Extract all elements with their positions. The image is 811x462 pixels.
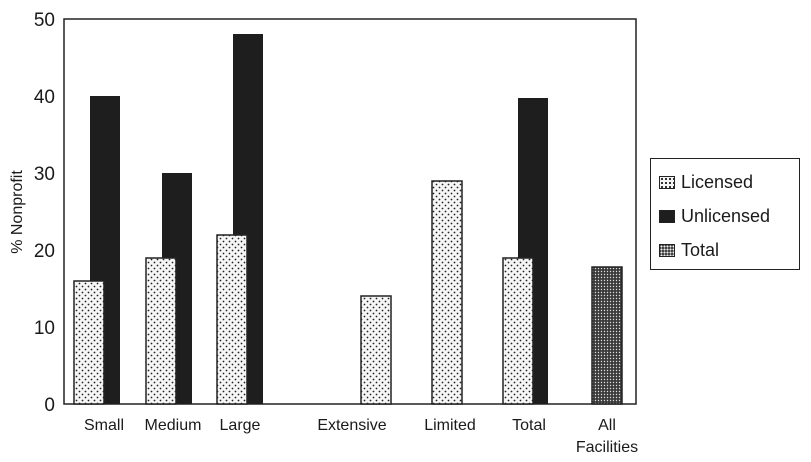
bars	[73, 34, 623, 405]
legend-label-licensed: Licensed	[681, 172, 754, 192]
unlicensed-swatch-icon	[659, 210, 675, 223]
x-label-all: All	[598, 417, 616, 434]
x-label-facilities: Facilities	[576, 439, 638, 456]
x-label-medium: Medium	[145, 417, 202, 434]
x-axis: Small Medium Large Extensive Limited Tot…	[84, 417, 638, 456]
bar-medium-licensed	[145, 257, 177, 405]
legend-label-total: Total	[681, 240, 720, 260]
x-label-total: Total	[512, 417, 546, 434]
x-label-small: Small	[84, 417, 124, 434]
legend-item-total: Total	[659, 240, 719, 261]
legend-item-licensed: Licensed	[659, 172, 753, 193]
y-tick-20: 20	[34, 241, 55, 262]
legend: Licensed Unlicensed Total	[650, 158, 800, 270]
bar-limited-licensed	[431, 180, 463, 405]
licensed-swatch-icon	[659, 176, 675, 189]
legend-label-unlicensed: Unlicensed	[681, 206, 771, 226]
y-tick-40: 40	[34, 87, 55, 108]
bar-all-facilities-total	[591, 266, 623, 405]
plot-frame	[63, 18, 637, 405]
bar-extensive-licensed	[360, 295, 392, 405]
total-swatch-icon	[659, 244, 675, 257]
bar-small-licensed	[73, 280, 105, 405]
y-tick-0: 0	[44, 395, 55, 416]
x-label-limited: Limited	[424, 417, 476, 434]
bar-total-licensed	[502, 257, 534, 405]
y-axis-label: % Nonprofit	[9, 170, 26, 254]
y-tick-10: 10	[34, 318, 55, 339]
x-label-extensive: Extensive	[317, 417, 386, 434]
x-label-large: Large	[220, 417, 261, 434]
y-tick-50: 50	[34, 10, 55, 31]
y-axis: 0 10 20 30 40 50 % Nonprofit	[9, 10, 55, 416]
bar-large-licensed	[216, 234, 248, 405]
y-tick-30: 30	[34, 164, 55, 185]
legend-item-unlicensed: Unlicensed	[659, 206, 770, 227]
